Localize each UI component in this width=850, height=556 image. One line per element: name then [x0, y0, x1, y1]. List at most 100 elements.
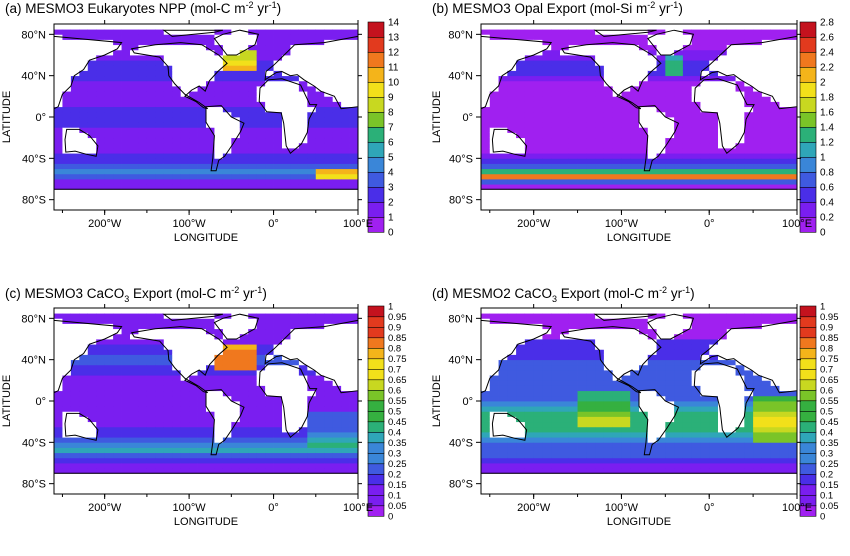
- map-cell: [534, 318, 543, 324]
- map-cell: [248, 138, 257, 144]
- map-cell: [122, 334, 131, 340]
- map-cell: [62, 360, 71, 366]
- map-cell: [551, 60, 560, 66]
- colorbar-swatch: [800, 52, 816, 67]
- map-cell: [525, 355, 534, 361]
- map-cell: [692, 96, 701, 102]
- map-cell: [96, 164, 105, 170]
- map-cell: [333, 117, 342, 123]
- map-cell: [324, 55, 333, 61]
- map-cell: [569, 169, 578, 175]
- map-cell: [307, 365, 316, 371]
- map-cell: [155, 308, 164, 314]
- map-cell: [265, 189, 274, 195]
- map-cell: [96, 50, 105, 56]
- map-cell: [138, 189, 147, 195]
- map-cell: [307, 355, 316, 361]
- map-cell: [551, 422, 560, 428]
- map-cell: [341, 417, 350, 423]
- map-cell: [542, 169, 551, 175]
- map-cell: [341, 313, 350, 319]
- map-cell: [54, 463, 63, 469]
- map-cell: [88, 313, 97, 319]
- map-cell: [350, 143, 359, 149]
- map-cell: [88, 458, 97, 464]
- map-cell: [257, 96, 266, 102]
- map-cell: [683, 81, 692, 87]
- map-cell: [586, 437, 595, 443]
- map-cell: [265, 463, 274, 469]
- map-cell: [265, 375, 274, 381]
- map-cell: [692, 189, 701, 195]
- map-cell: [692, 164, 701, 170]
- map-cell: [586, 112, 595, 118]
- map-cell: [727, 102, 736, 108]
- map-cell: [96, 386, 105, 392]
- map-cell: [604, 153, 613, 159]
- map-cell: [648, 479, 657, 485]
- map-cell: [788, 148, 797, 154]
- map-cell: [595, 308, 604, 314]
- map-cell: [525, 60, 534, 66]
- map-cell: [481, 86, 490, 92]
- map-cell: [779, 133, 788, 139]
- map-cell: [333, 164, 342, 170]
- map-cell: [316, 417, 325, 423]
- map-cell: [240, 55, 249, 61]
- map-cell: [231, 365, 240, 371]
- map-cell: [551, 442, 560, 448]
- map-cell: [113, 200, 122, 206]
- map-cell: [172, 334, 181, 340]
- map-cell: [130, 427, 139, 433]
- map-cell: [113, 164, 122, 170]
- map-cell: [240, 102, 249, 108]
- map-cell: [324, 355, 333, 361]
- map-cell: [240, 432, 249, 438]
- map-cell: [586, 473, 595, 479]
- map-cell: [490, 96, 499, 102]
- map-cell: [130, 76, 139, 82]
- map-cell: [181, 349, 190, 355]
- map-cell: [630, 169, 639, 175]
- map-cell: [657, 34, 666, 40]
- map-cell: [551, 463, 560, 469]
- map-cell: [481, 360, 490, 366]
- map-cell: [630, 360, 639, 366]
- map-cell: [350, 448, 359, 454]
- map-cell: [105, 179, 114, 185]
- map-cell: [274, 133, 283, 139]
- map-cell: [551, 24, 560, 30]
- map-cell: [586, 164, 595, 170]
- map-cell: [534, 370, 543, 376]
- map-cell: [316, 65, 325, 71]
- map-cell: [569, 375, 578, 381]
- map-cell: [113, 473, 122, 479]
- map-cell: [96, 422, 105, 428]
- map-cell: [231, 107, 240, 113]
- map-cell: [113, 411, 122, 417]
- map-cell: [88, 112, 97, 118]
- map-cell: [282, 102, 291, 108]
- map-cell: [551, 195, 560, 201]
- map-cell: [481, 117, 490, 123]
- map-cell: [54, 417, 63, 423]
- map-cell: [490, 401, 499, 407]
- map-cell: [324, 81, 333, 87]
- map-cell: [341, 360, 350, 366]
- map-cell: [130, 91, 139, 97]
- map-cell: [525, 174, 534, 180]
- map-cell: [621, 91, 630, 97]
- map-cell: [307, 71, 316, 77]
- map-cell: [586, 422, 595, 428]
- map-cell: [206, 189, 215, 195]
- map-cell: [231, 158, 240, 164]
- map-cell: [551, 479, 560, 485]
- map-cell: [665, 355, 674, 361]
- map-cell: [240, 60, 249, 66]
- colorbar-label: 2.2: [820, 63, 834, 74]
- map-cell: [534, 117, 543, 123]
- map-cell: [214, 427, 223, 433]
- map-cell: [621, 365, 630, 371]
- map-cell: [630, 448, 639, 454]
- map-cell: [231, 60, 240, 66]
